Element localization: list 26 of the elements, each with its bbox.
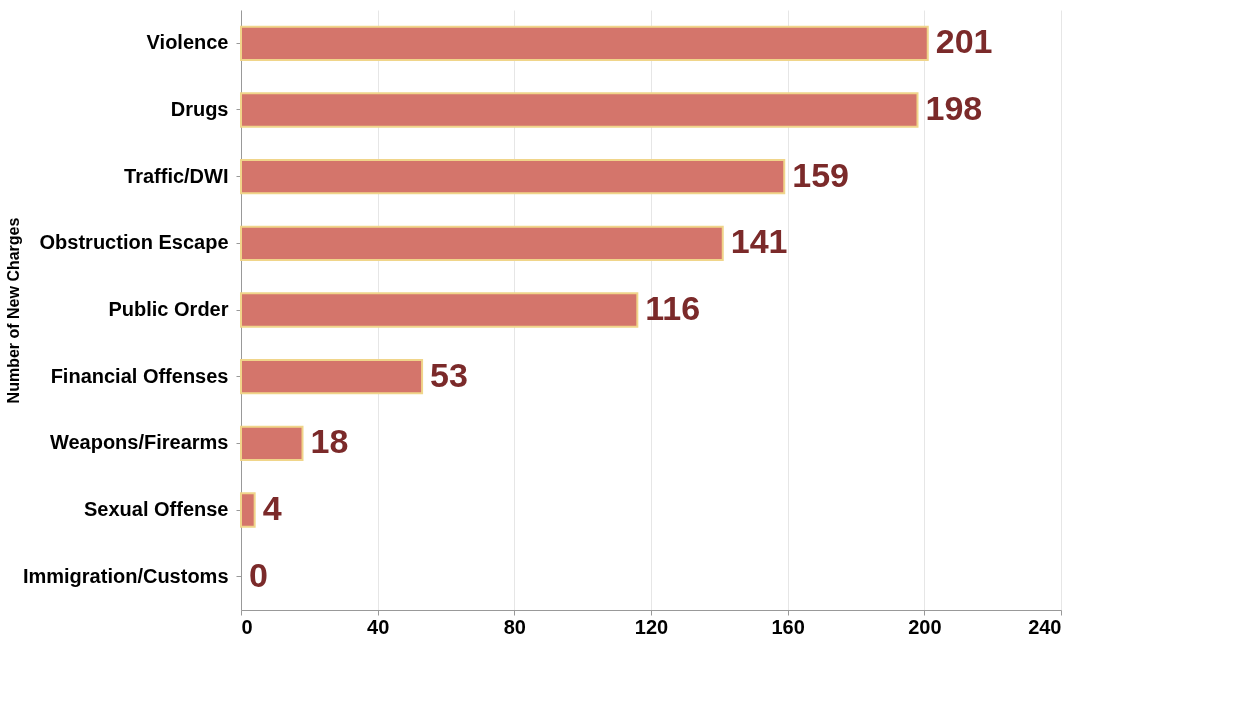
x-tick-label: 0	[241, 615, 253, 638]
data-label: 53	[430, 355, 468, 394]
data-label: 18	[310, 422, 349, 461]
data-label: 201	[935, 22, 993, 61]
y-axis-title: Number of New Charges	[4, 217, 22, 404]
data-label: 198	[925, 89, 983, 127]
y-tick-label: Immigration/Customs	[22, 564, 229, 587]
y-tick-label: Traffic/DWI	[124, 164, 229, 187]
y-tick-label: Sexual Offense	[83, 498, 229, 520]
x-tick-label: 240	[1028, 615, 1062, 638]
y-tick-label: Financial Offenses	[50, 364, 229, 387]
data-label: 141	[730, 222, 788, 261]
y-tick-label: Weapons/Firearms	[49, 431, 229, 454]
x-tick-label: 80	[503, 615, 526, 638]
y-tick-label: Public Order	[108, 298, 229, 320]
y-tick-label: Violence	[146, 31, 229, 54]
x-tick-label: 160	[771, 615, 805, 638]
x-tick-label: 40	[367, 615, 390, 638]
data-label: 0	[249, 555, 268, 594]
x-tick-label: 200	[908, 615, 942, 638]
data-label: 116	[645, 289, 701, 327]
y-tick-label: Drugs	[170, 98, 229, 120]
y-tick-label: Obstruction Escape	[39, 231, 229, 254]
data-label: 159	[792, 155, 849, 194]
x-tick-label: 120	[634, 615, 669, 638]
data-label: 4	[262, 489, 282, 527]
